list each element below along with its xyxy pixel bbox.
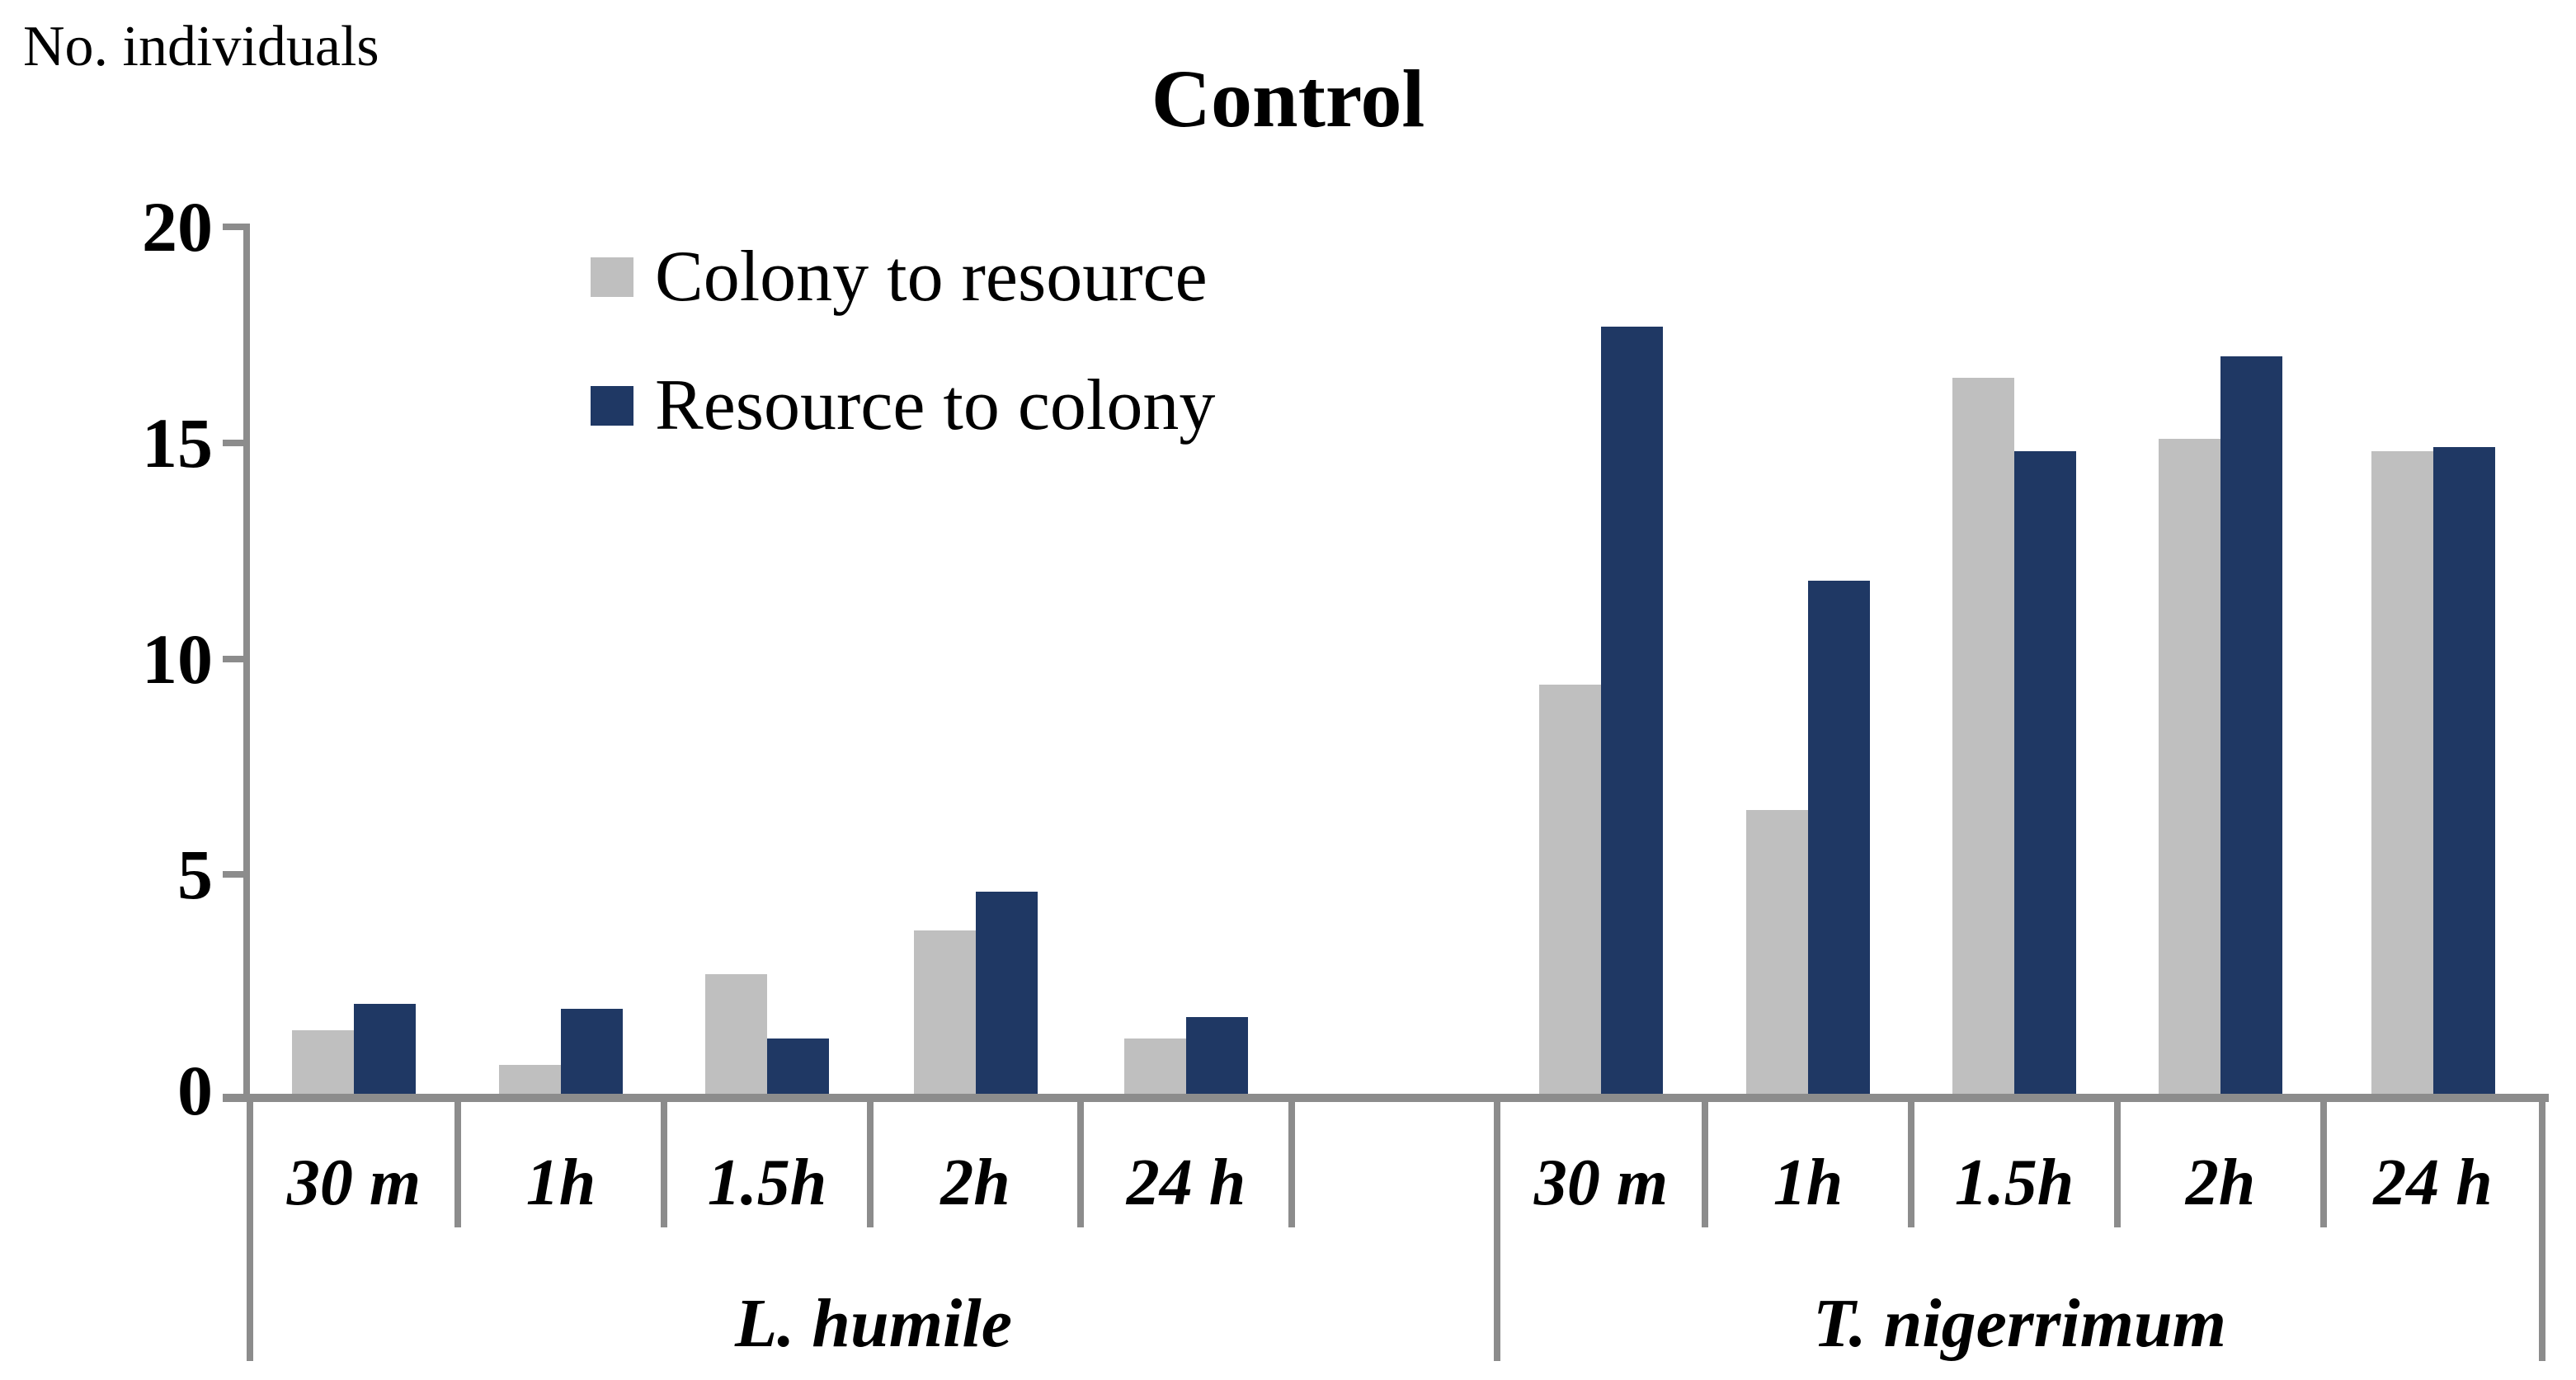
- group-label: L. humile: [734, 1284, 1013, 1362]
- bar-colony-to-resource: [292, 1029, 354, 1095]
- group-divider: [247, 1102, 253, 1361]
- category-divider: [867, 1102, 874, 1227]
- group-divider: [1494, 1102, 1500, 1361]
- category-label: 1.5h: [707, 1146, 827, 1219]
- legend-label: Colony to resource: [655, 237, 1208, 317]
- legend-item-resource-to-colony: Resource to colony: [591, 365, 1215, 447]
- y-tick-label: 15: [142, 403, 213, 483]
- y-axis-line: [243, 224, 250, 1102]
- legend-label: Resource to colony: [655, 365, 1216, 445]
- y-tick-label: 5: [177, 835, 213, 915]
- bar-resource-to-colony: [2014, 451, 2076, 1095]
- chart-title: Control: [1151, 53, 1425, 144]
- bar-colony-to-resource: [1952, 378, 2014, 1095]
- category-divider: [1908, 1102, 1914, 1227]
- bar-resource-to-colony: [1601, 326, 1663, 1095]
- y-tick-label: 0: [177, 1051, 213, 1130]
- colony-to-resource-swatch-icon: [591, 257, 633, 297]
- category-divider: [2320, 1102, 2327, 1227]
- bar-colony-to-resource: [913, 930, 976, 1095]
- y-tick-mark: [223, 871, 250, 878]
- category-divider: [1288, 1102, 1295, 1227]
- bar-colony-to-resource: [1539, 685, 1601, 1095]
- category-label: 24 h: [2373, 1146, 2493, 1219]
- y-tick-mark: [223, 224, 250, 231]
- category-divider: [1702, 1102, 1708, 1227]
- legend-item-colony-to-resource: Colony to resource: [591, 236, 1208, 318]
- y-tick-mark: [223, 439, 250, 446]
- bar-resource-to-colony: [1808, 581, 1870, 1095]
- bar-resource-to-colony: [354, 1004, 416, 1095]
- category-divider: [1077, 1102, 1084, 1227]
- category-label: 2h: [2185, 1146, 2256, 1219]
- category-label: 1.5h: [1954, 1146, 2074, 1219]
- category-label: 1h: [525, 1146, 596, 1219]
- bar-colony-to-resource: [1746, 809, 1808, 1095]
- bar-colony-to-resource: [2159, 438, 2220, 1095]
- bar-resource-to-colony: [767, 1039, 829, 1095]
- bar-resource-to-colony: [2220, 356, 2282, 1095]
- bar-colony-to-resource: [499, 1064, 561, 1095]
- resource-to-colony-swatch-icon: [591, 386, 633, 426]
- category-label: 30 m: [1533, 1146, 1669, 1219]
- group-label: T. nigerrimum: [1812, 1284, 2227, 1362]
- category-label: 2h: [940, 1146, 1010, 1219]
- bar-colony-to-resource: [2371, 451, 2433, 1095]
- bar-colony-to-resource: [705, 973, 767, 1095]
- bar-resource-to-colony: [561, 1008, 623, 1095]
- y-axis-title: No. individuals: [23, 15, 379, 78]
- category-label: 24 h: [1126, 1146, 1246, 1219]
- x-axis-line: [223, 1094, 2549, 1102]
- y-tick-mark: [223, 655, 250, 662]
- bar-resource-to-colony: [2432, 447, 2495, 1095]
- category-divider: [2114, 1102, 2121, 1227]
- bar-resource-to-colony: [1186, 1017, 1248, 1095]
- group-divider: [2539, 1102, 2545, 1361]
- category-divider: [454, 1102, 461, 1227]
- y-tick-label: 20: [142, 187, 213, 267]
- bar-colony-to-resource: [1124, 1039, 1186, 1095]
- category-label: 30 m: [286, 1146, 421, 1219]
- category-label: 1h: [1773, 1146, 1844, 1219]
- bar-resource-to-colony: [975, 892, 1038, 1095]
- category-divider: [661, 1102, 667, 1227]
- y-tick-label: 10: [142, 619, 213, 699]
